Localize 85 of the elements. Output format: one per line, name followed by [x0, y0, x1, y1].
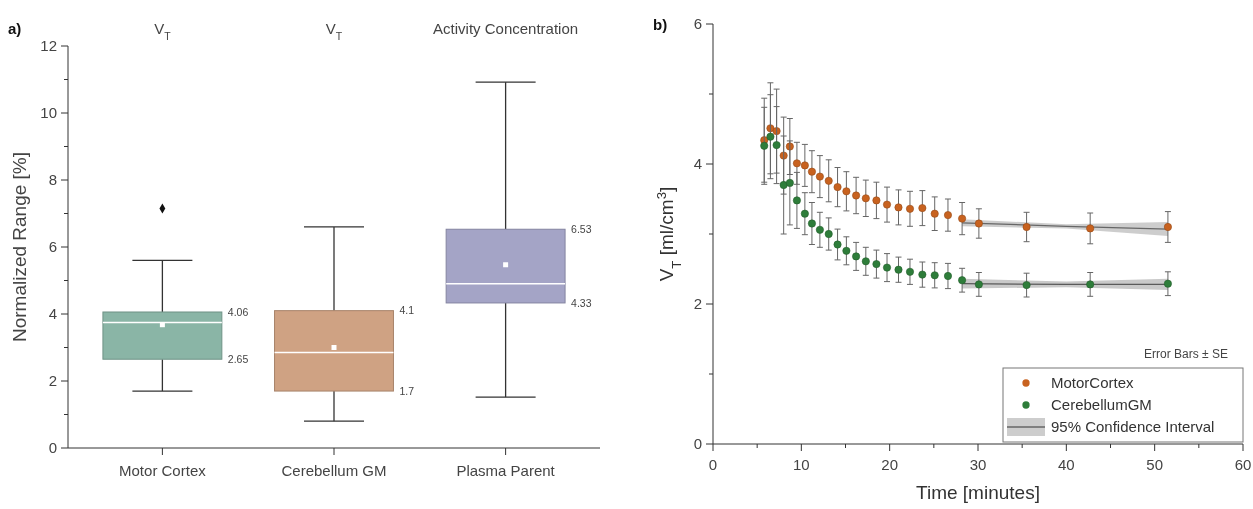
point: [852, 191, 861, 200]
point: [861, 194, 870, 203]
annotation: 4.1: [399, 304, 415, 317]
point: [883, 200, 891, 209]
annotation: Error Bars ± SE: [1144, 347, 1228, 361]
point: [944, 211, 952, 220]
point: [792, 196, 801, 205]
point: [1022, 281, 1031, 290]
x-tick-label: 10: [792, 456, 810, 473]
point: [883, 263, 891, 272]
y-tick-label: 0: [693, 435, 702, 453]
point: [930, 209, 939, 218]
x-tick-label: 40: [1057, 456, 1075, 473]
point: [760, 141, 769, 150]
point: [906, 204, 914, 213]
point: [785, 178, 794, 187]
x-tick-label: Motor Cortex: [119, 462, 207, 479]
y-tick-label: 6: [48, 238, 57, 256]
chart-title: a): [8, 20, 22, 37]
point: [958, 276, 967, 285]
point: [815, 225, 824, 234]
annotation: 2.65: [227, 352, 249, 365]
x-axis-title: Time [minutes]: [916, 482, 1040, 503]
point: [1086, 280, 1095, 289]
point: [861, 257, 870, 266]
point: [842, 187, 851, 196]
x-tick-label: Plasma Parent: [456, 462, 556, 479]
point: [833, 183, 842, 192]
point: [815, 172, 824, 181]
point: [807, 167, 816, 176]
x-tick-label: 50: [1146, 456, 1164, 473]
point: [958, 214, 967, 223]
x-tick-label: 30: [969, 456, 987, 473]
text: Activity Concentration: [433, 20, 579, 37]
text: V$_{T}$: [325, 20, 343, 42]
annotation: 1.7: [399, 384, 415, 397]
point: [974, 219, 983, 228]
point: [974, 280, 983, 289]
point: [800, 161, 809, 170]
y-tick-label: 4: [48, 305, 57, 323]
y-tick-label: 6: [693, 15, 702, 33]
point: [772, 141, 781, 150]
text: V$_{T}$: [154, 20, 172, 42]
point: [833, 240, 842, 249]
point: [906, 267, 914, 276]
point: [872, 260, 881, 269]
point: [930, 271, 939, 280]
point: [824, 176, 833, 185]
point: [918, 270, 927, 279]
x-tick-label: Cerebellum GM: [281, 462, 387, 479]
point: [918, 204, 927, 213]
point: [800, 209, 809, 218]
x-tick-label: 60: [1234, 456, 1252, 473]
point: [1163, 279, 1172, 288]
point: [842, 246, 851, 255]
x-tick-label: 0: [708, 456, 718, 473]
annotation: 4.06: [227, 305, 249, 318]
point: [807, 219, 816, 228]
y-tick-label: 0: [48, 439, 57, 457]
point: [1163, 223, 1172, 231]
x-tick-label: 20: [881, 456, 899, 473]
point: [824, 230, 833, 238]
point: [894, 265, 903, 274]
y-tick-label: 2: [693, 295, 702, 313]
y-tick-label: 4: [693, 155, 702, 173]
legend-label: 95% Confidence Interval: [1051, 418, 1215, 436]
point: [1022, 223, 1031, 231]
chart-title: b): [653, 16, 668, 33]
point: [792, 159, 801, 168]
point: [872, 196, 881, 205]
legend-label: MotorCortex: [1051, 374, 1135, 392]
annotation: 6.53: [571, 222, 592, 235]
y-tick-label: 2: [48, 372, 57, 390]
legend-label: CerebellumGM: [1051, 396, 1152, 414]
y-tick-label: 12: [40, 37, 57, 55]
y-axis-title: Normalized Range [%]: [9, 151, 30, 343]
point: [944, 272, 952, 280]
point: [1086, 224, 1095, 233]
point: [779, 181, 788, 189]
point: [894, 203, 903, 212]
point: [852, 252, 861, 261]
point: [766, 132, 775, 141]
y-tick-label: 10: [40, 104, 57, 122]
y-tick-label: 8: [48, 171, 57, 189]
annotation: 4.33: [571, 296, 592, 309]
